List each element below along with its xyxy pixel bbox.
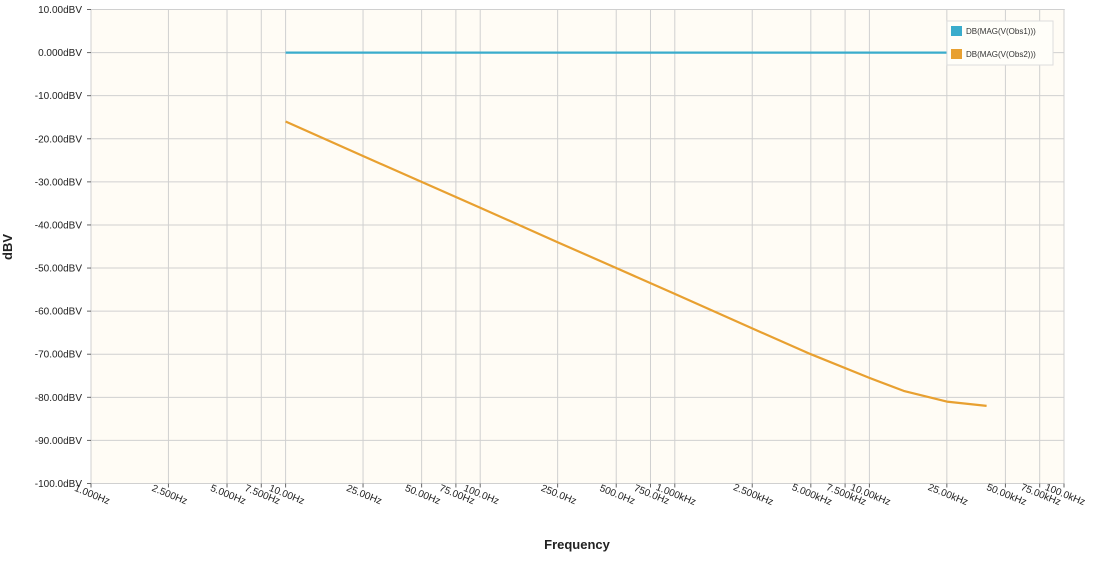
y-tick-label: -90.00dBV: [35, 436, 83, 447]
y-tick-label: -30.00dBV: [35, 177, 83, 188]
x-tick-label: 250.0Hz: [539, 483, 578, 507]
x-tick-label: 2.500Hz: [150, 483, 189, 507]
x-axis-title: Frequency: [544, 537, 611, 552]
y-tick-label: 10.00dBV: [38, 5, 82, 16]
legend-label-obs1: DB(MAG(V(Obs1))): [966, 27, 1036, 36]
y-tick-label: -20.00dBV: [35, 134, 83, 145]
legend[interactable]: DB(MAG(V(Obs1))) DB(MAG(V(Obs2))): [946, 20, 1054, 66]
series-layer: [285, 51, 987, 407]
plot-area: [90, 9, 1065, 484]
x-tick-label: 25.00kHz: [926, 482, 969, 508]
series-line-2: [285, 120, 987, 407]
legend-swatch-obs1: [951, 26, 962, 36]
x-tick-label: 1.000Hz: [73, 483, 112, 507]
grid: [90, 9, 1065, 484]
y-tick-label: 0.000dBV: [38, 48, 82, 59]
y-tick-label: -50.00dBV: [35, 264, 83, 275]
y-tick-label: -10.00dBV: [35, 91, 83, 102]
legend-label-obs2: DB(MAG(V(Obs2))): [966, 50, 1036, 59]
x-tick-label: 500.0Hz: [598, 483, 637, 507]
x-tick-label: 25.00Hz: [345, 483, 384, 507]
y-axis-title: dBV: [0, 234, 15, 260]
x-tick-label: 50.00Hz: [403, 483, 442, 507]
y-tick-label: -70.00dBV: [35, 350, 83, 361]
legend-swatch-obs2: [951, 49, 962, 59]
x-tick-label: 5.000Hz: [209, 483, 248, 507]
x-tick-label: 2.500kHz: [732, 482, 775, 508]
legend-box: [946, 20, 1054, 66]
y-tick-label: -40.00dBV: [35, 220, 83, 231]
y-tick-label: -60.00dBV: [35, 307, 83, 318]
y-tick-label: -100.0dBV: [35, 479, 83, 490]
y-axis-ticks: 10.00dBV 0.000dBV -10.00dBV -20.00dBV -30.00…: [35, 5, 91, 490]
y-tick-label: -80.00dBV: [35, 393, 83, 404]
